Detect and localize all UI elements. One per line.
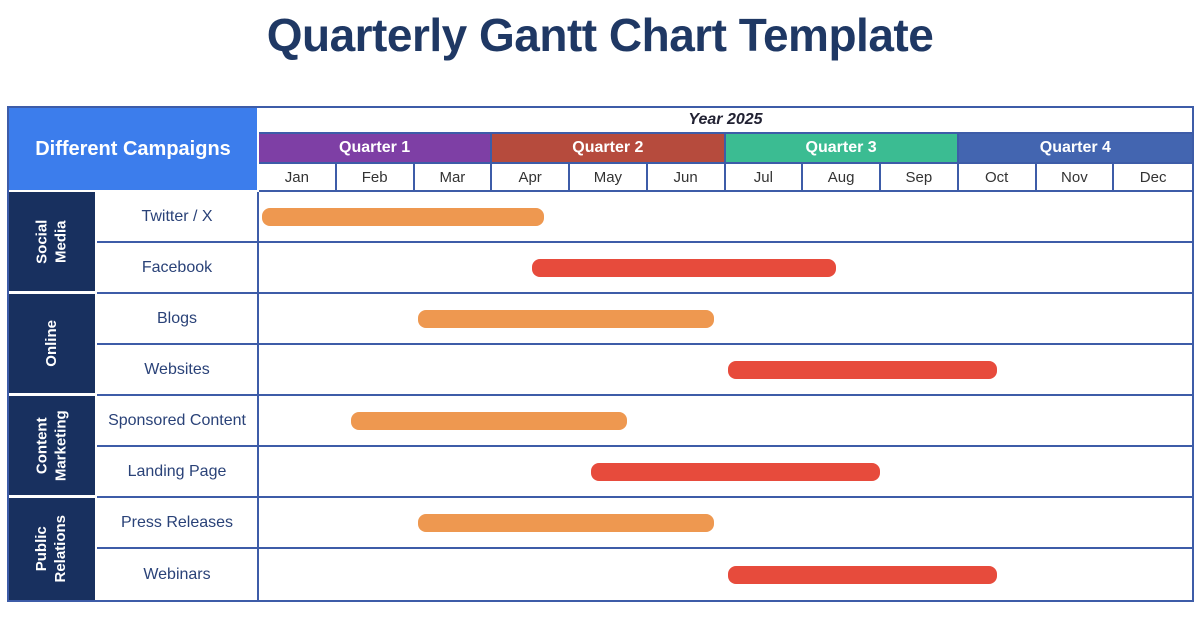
- gantt-bar-press-releases: [417, 513, 714, 532]
- row-label-websites: Websites: [97, 345, 259, 396]
- row-label-sponsored-content: Sponsored Content: [97, 396, 259, 447]
- category-label-online: Online: [42, 320, 60, 367]
- month-header-oct: Oct: [958, 164, 1037, 192]
- gantt-table: Different Campaigns Year 2025 Quarter 1 Qua…: [7, 106, 1194, 602]
- month-header-dec: Dec: [1114, 164, 1192, 192]
- gantt-bar-landing-page: [590, 462, 881, 481]
- gantt-row-facebook: [259, 243, 1192, 294]
- quarter-3-header: Quarter 3: [725, 134, 959, 164]
- month-header-jul: Jul: [725, 164, 804, 192]
- category-label-public-relations: Public Relations: [33, 515, 69, 583]
- quarter-2-header: Quarter 2: [492, 134, 726, 164]
- category-online: Online: [9, 294, 97, 396]
- month-header-feb: Feb: [336, 164, 415, 192]
- month-header-mar: Mar: [414, 164, 493, 192]
- gantt-row-landing-page: [259, 447, 1192, 498]
- gantt-row-twitter-x: [259, 192, 1192, 243]
- gantt-row-sponsored-content: [259, 396, 1192, 447]
- quarter-1-header: Quarter 1: [259, 134, 493, 164]
- month-header-sep: Sep: [881, 164, 959, 192]
- category-social-media: Social Media: [9, 192, 97, 294]
- row-label-blogs: Blogs: [97, 294, 259, 345]
- gantt-row-webinars: [259, 549, 1192, 600]
- quarter-4-header: Quarter 4: [958, 134, 1192, 164]
- category-public-relations: Public Relations: [9, 498, 97, 600]
- gantt-bar-sponsored-content: [350, 411, 627, 430]
- category-label-social-media: Social Media: [33, 219, 69, 264]
- month-header-may: May: [570, 164, 648, 192]
- row-label-twitter-x: Twitter / X: [97, 192, 259, 243]
- gantt-row-blogs: [259, 294, 1192, 345]
- gantt-bar-twitter-x: [262, 207, 545, 226]
- row-label-webinars: Webinars: [97, 549, 259, 600]
- gantt-row-press-releases: [259, 498, 1192, 549]
- month-header-jan: Jan: [259, 164, 337, 192]
- month-header-jun: Jun: [647, 164, 726, 192]
- category-label-content-marketing: Content Marketing: [33, 410, 69, 481]
- month-header-aug: Aug: [803, 164, 881, 192]
- gantt-row-websites: [259, 345, 1192, 396]
- gantt-bar-blogs: [417, 309, 714, 328]
- month-header-apr: Apr: [492, 164, 570, 192]
- different-campaigns-header: Different Campaigns: [9, 108, 259, 192]
- year-header: Year 2025: [259, 108, 1192, 134]
- gantt-bar-facebook: [531, 258, 836, 277]
- category-content-marketing: Content Marketing: [9, 396, 97, 498]
- gantt-bar-webinars: [727, 565, 997, 584]
- page-title: Quarterly Gantt Chart Template: [266, 9, 934, 61]
- row-label-press-releases: Press Releases: [97, 498, 259, 549]
- gantt-bar-websites: [727, 360, 997, 379]
- row-label-landing-page: Landing Page: [97, 447, 259, 498]
- month-header-nov: Nov: [1036, 164, 1115, 192]
- row-label-facebook: Facebook: [97, 243, 259, 294]
